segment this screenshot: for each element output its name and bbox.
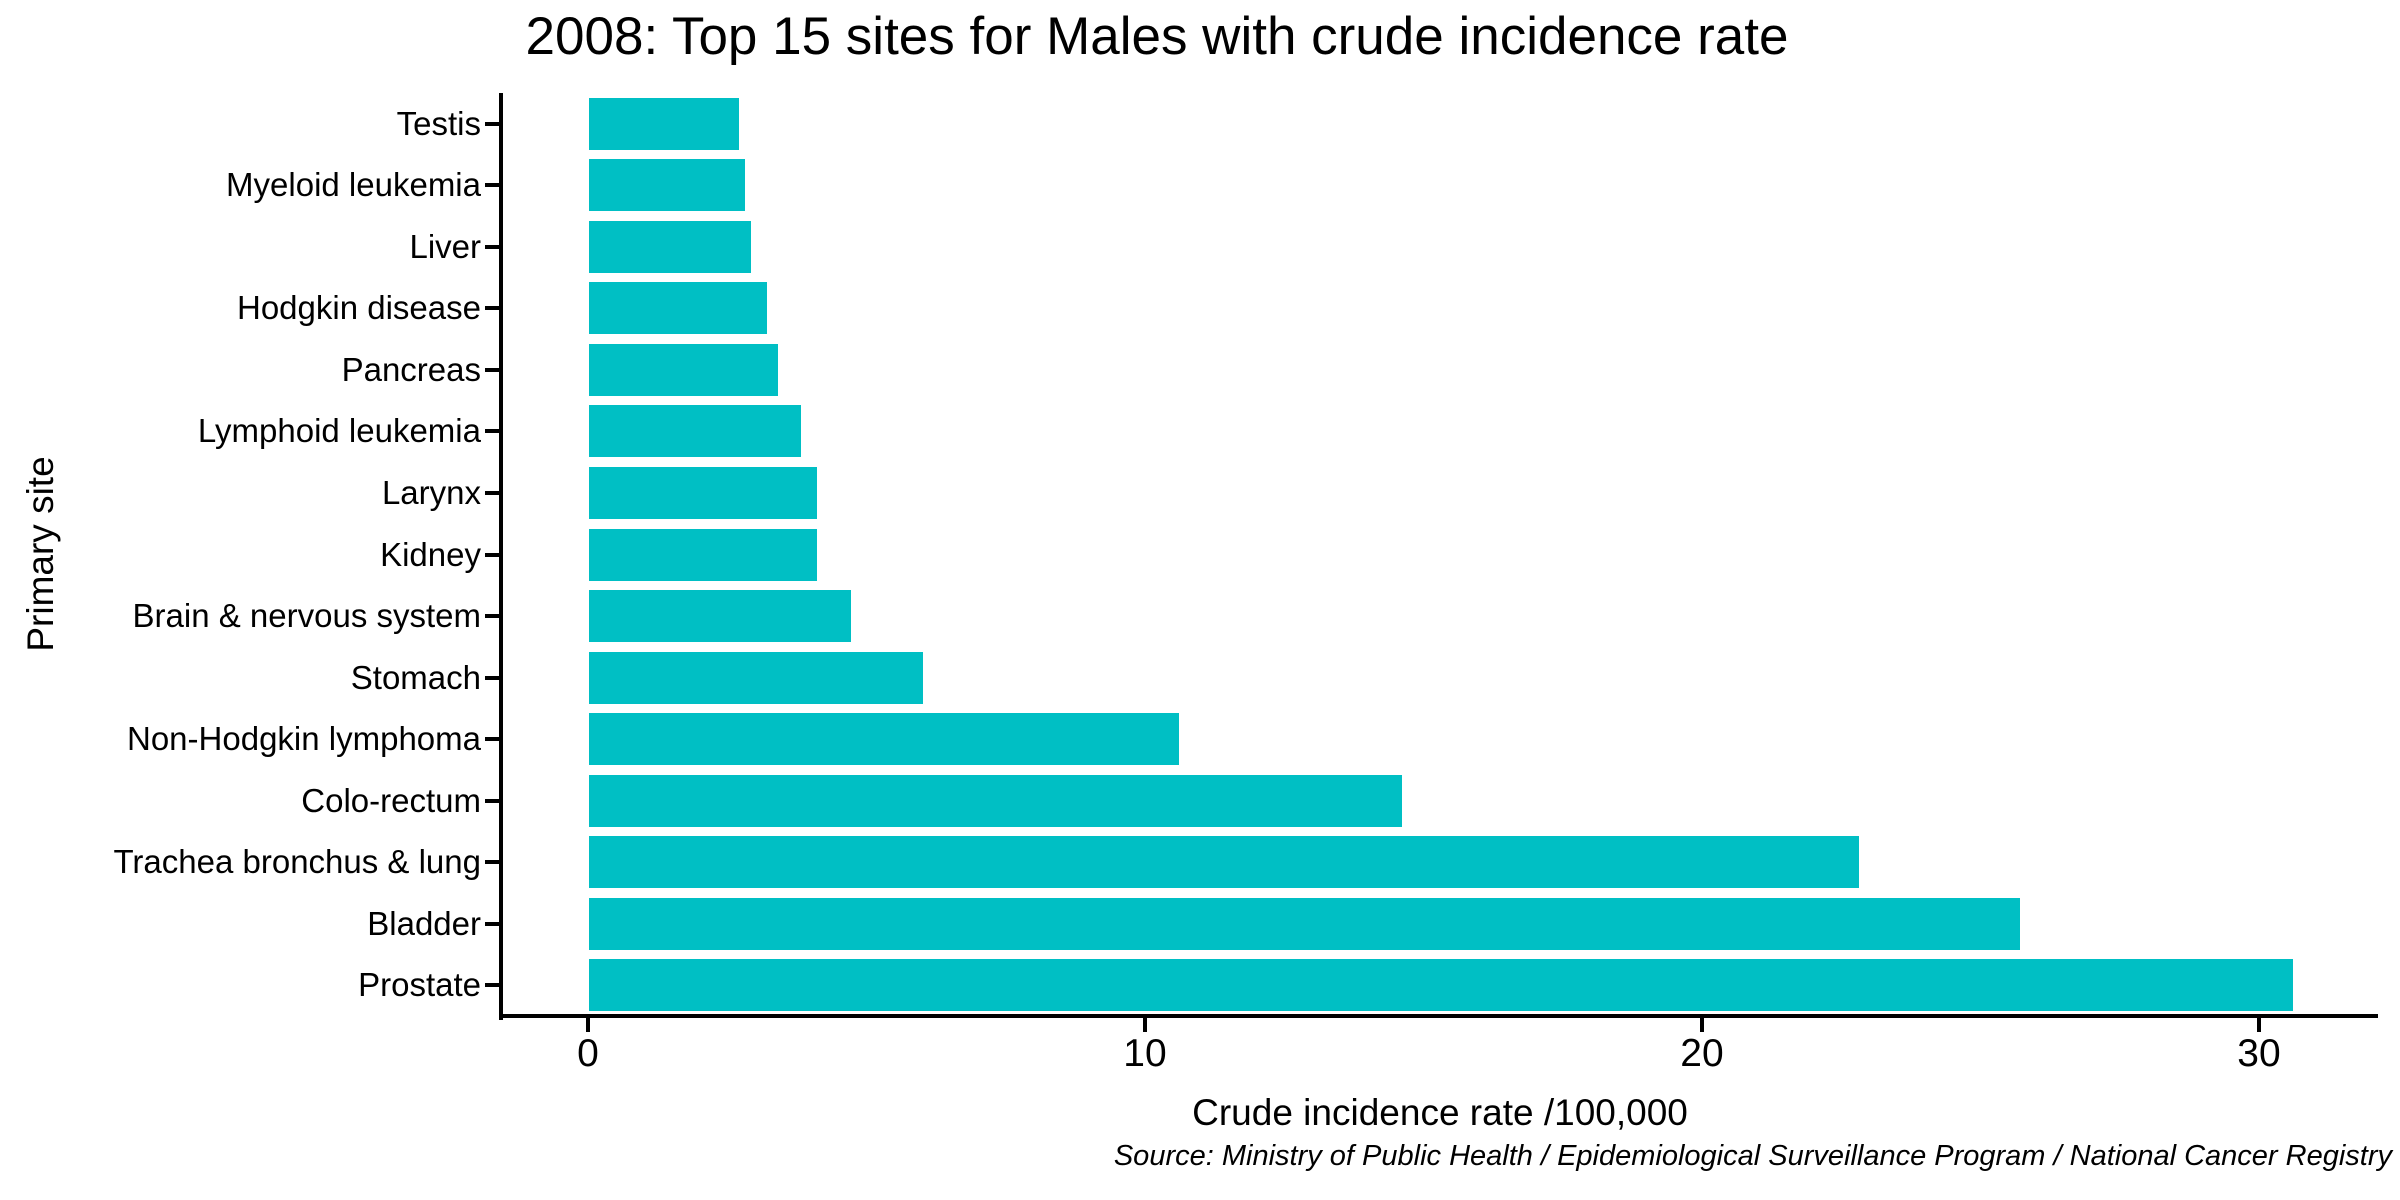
bar-prostate bbox=[589, 959, 2293, 1011]
bar-colo-rectum bbox=[589, 775, 1402, 827]
bar-brain-nervous-system bbox=[589, 590, 851, 642]
bar-non-hodgkin-lymphoma bbox=[589, 713, 1179, 765]
y-tick-mark bbox=[485, 306, 501, 310]
y-tick-mark bbox=[485, 614, 501, 618]
x-axis-title: Crude incidence rate /100,000 bbox=[1192, 1092, 1688, 1133]
x-tick-mark bbox=[1143, 1018, 1147, 1032]
y-tick-label: Bladder bbox=[367, 905, 481, 942]
bar-liver bbox=[589, 221, 751, 273]
y-tick-label: Trachea bronchus & lung bbox=[113, 843, 482, 880]
x-axis-line bbox=[499, 1014, 2378, 1018]
chart-title: 2008: Top 15 sites for Males with crude … bbox=[525, 7, 1789, 66]
y-tick-label: Non-Hodgkin lymphoma bbox=[127, 720, 481, 757]
y-tick-mark bbox=[485, 122, 501, 126]
y-tick-label: Testis bbox=[396, 105, 481, 142]
x-tick-label: 0 bbox=[577, 1032, 599, 1075]
y-tick-mark bbox=[485, 245, 501, 249]
y-tick-mark bbox=[485, 368, 501, 372]
y-tick-mark bbox=[485, 183, 501, 187]
y-tick-label: Kidney bbox=[380, 536, 481, 573]
x-tick-label: 20 bbox=[1680, 1032, 1724, 1075]
y-tick-label: Pancreas bbox=[341, 351, 481, 388]
y-tick-label: Larynx bbox=[381, 474, 481, 511]
x-tick-label: 10 bbox=[1123, 1032, 1167, 1075]
y-tick-mark bbox=[485, 676, 501, 680]
y-tick-mark bbox=[485, 983, 501, 987]
bar-larynx bbox=[589, 467, 817, 519]
y-tick-label: Colo-rectum bbox=[301, 782, 481, 819]
source-note: Source: Ministry of Public Health / Epid… bbox=[1113, 1140, 2392, 1172]
y-tick-mark bbox=[485, 799, 501, 803]
y-tick-label: Liver bbox=[409, 228, 481, 265]
bar-lymphoid-leukemia bbox=[589, 405, 801, 457]
y-tick-mark bbox=[485, 860, 501, 864]
y-tick-label: Myeloid leukemia bbox=[226, 166, 481, 203]
y-tick-mark bbox=[485, 491, 501, 495]
x-tick-mark bbox=[586, 1018, 590, 1032]
y-tick-mark bbox=[485, 922, 501, 926]
y-tick-label: Hodgkin disease bbox=[237, 289, 481, 326]
y-tick-label: Prostate bbox=[358, 966, 481, 1003]
y-tick-mark bbox=[485, 553, 501, 557]
bar-trachea-bronchus-lung bbox=[589, 836, 1859, 888]
bar-stomach bbox=[589, 652, 923, 704]
x-tick-mark bbox=[2257, 1018, 2261, 1032]
bar-myeloid-leukemia bbox=[589, 159, 745, 211]
bar-bladder bbox=[589, 898, 2020, 950]
x-tick-label: 30 bbox=[2237, 1032, 2281, 1075]
y-tick-mark bbox=[485, 429, 501, 433]
bar-testis bbox=[589, 98, 739, 150]
y-axis-line bbox=[499, 93, 503, 1020]
y-tick-label: Lymphoid leukemia bbox=[197, 412, 481, 449]
bar-kidney bbox=[589, 529, 817, 581]
bar-pancreas bbox=[589, 344, 778, 396]
bar-hodgkin-disease bbox=[589, 282, 767, 334]
y-tick-mark bbox=[485, 737, 501, 741]
y-tick-label: Stomach bbox=[350, 659, 481, 696]
y-tick-label: Brain & nervous system bbox=[132, 597, 481, 634]
x-tick-mark bbox=[1700, 1018, 1704, 1032]
